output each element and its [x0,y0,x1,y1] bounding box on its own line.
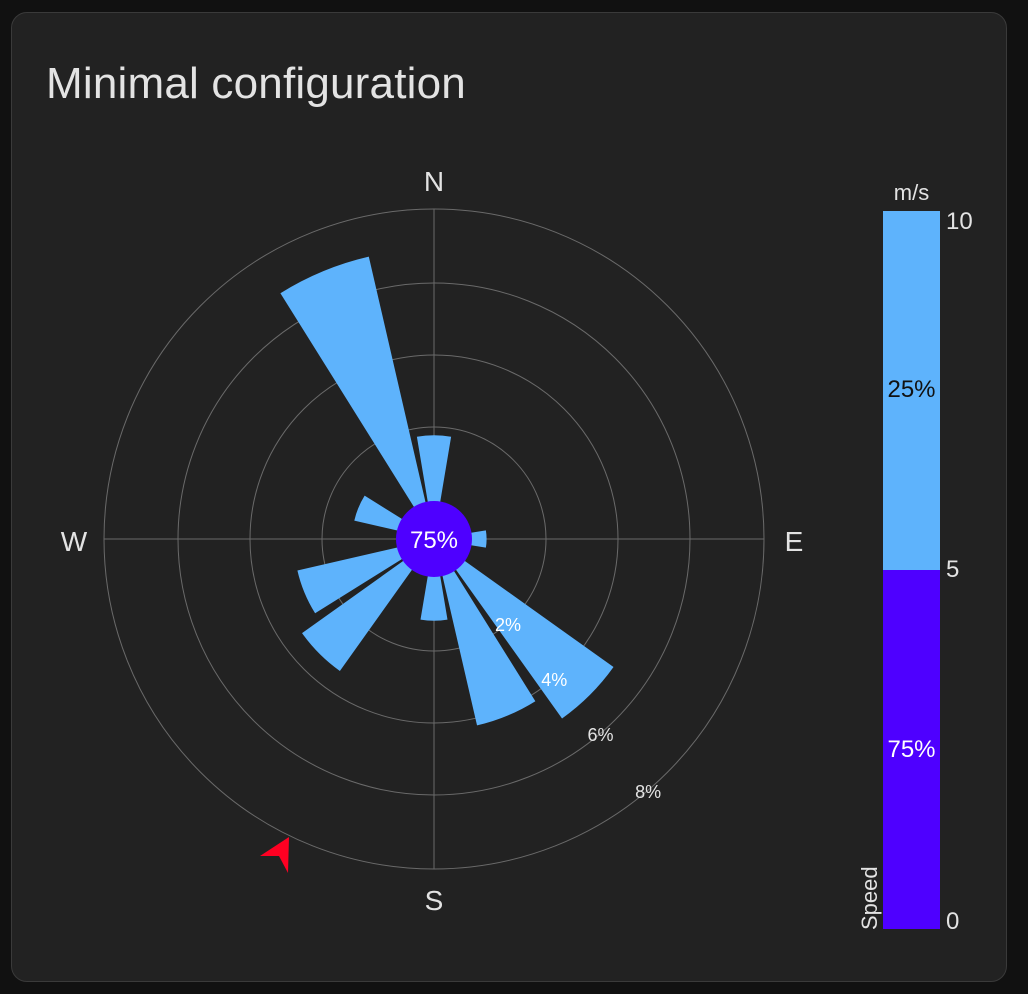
wind-petal [354,495,404,531]
card-title: Minimal configuration [46,59,466,108]
wind-petal [280,256,426,509]
compass-labels: N E S W [61,166,804,916]
calm-percent-label: 75% [410,527,458,554]
speed-segment-5-10 [883,211,940,570]
radial-tick-label: 4% [541,670,567,690]
speed-tick-label: 10 [946,208,973,235]
radial-tick-label: 6% [588,725,614,745]
wind-petals [280,256,614,726]
wind-petal [469,530,487,548]
wind-petal [454,559,614,719]
compass-label-south: S [425,885,444,916]
compass-label-west: W [61,526,88,557]
speed-tick-label: 5 [946,556,959,583]
wind-petal [442,569,536,726]
wind-petal [420,574,448,621]
speed-segment-percent: 75% [887,736,935,763]
wind-petal [416,435,452,504]
compass-label-north: N [424,166,444,197]
speed-scale: 75% 25% m/s 0 5 10 Speed [857,180,973,935]
calm-circle [396,501,472,577]
navigation-arrow-icon [260,837,289,873]
speed-segment-percent: 25% [887,376,935,403]
calm-center: 75% [396,501,472,577]
compass-label-east: E [785,526,804,557]
radial-tick-label: 2% [495,615,521,635]
radial-tick-labels: 2% 4% 6% 8% [495,615,661,802]
speed-unit-label: m/s [894,180,929,205]
speed-tick-label: 0 [946,908,959,935]
speed-segment-0-5 [883,570,940,929]
speed-axis-label: Speed [857,866,882,930]
wind-rose-card: Minimal configuration [11,12,1007,982]
wind-petal [302,559,414,671]
wind-petal [297,547,404,614]
current-wind-direction [260,837,289,873]
radial-tick-label: 8% [635,782,661,802]
